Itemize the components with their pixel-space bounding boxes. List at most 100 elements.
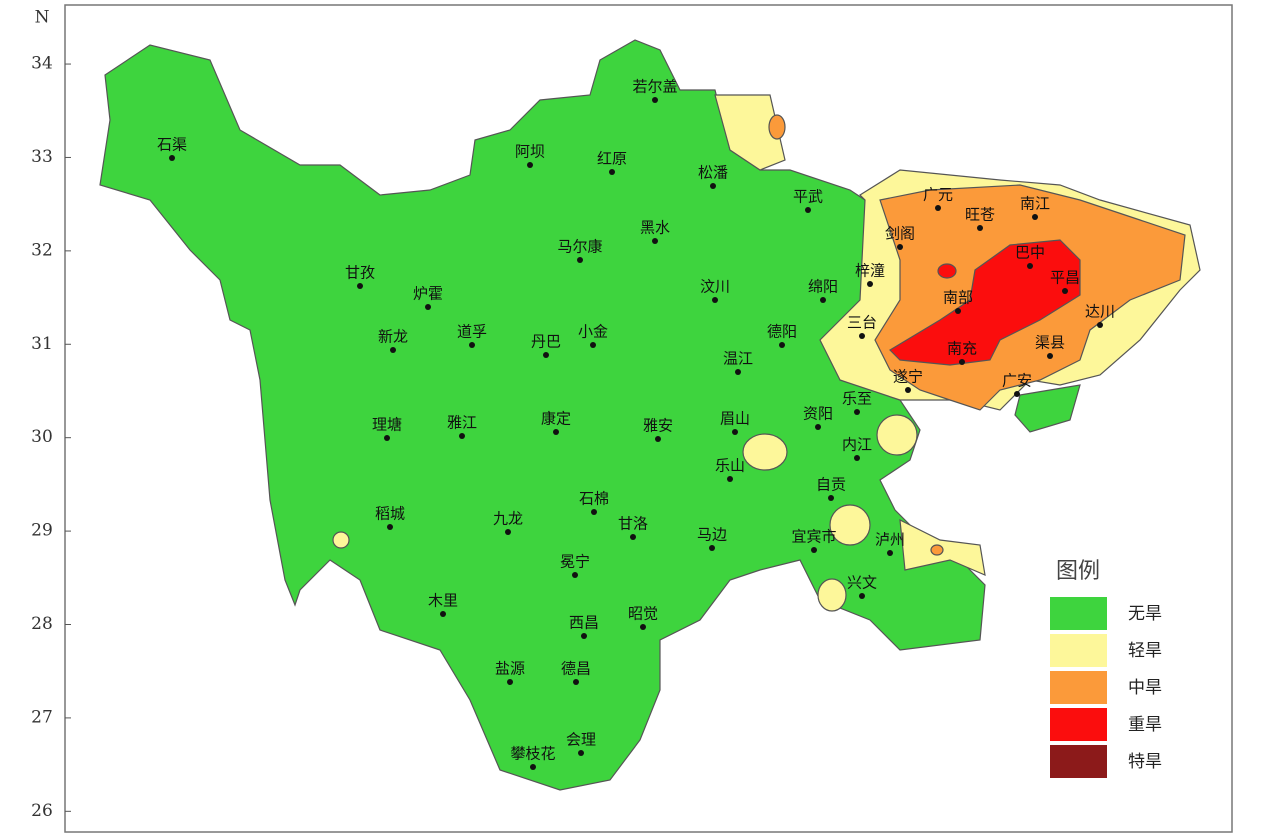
- regions: [99, 39, 1201, 791]
- city-dot: [384, 435, 390, 441]
- city-label: 盐源: [495, 660, 525, 678]
- city-label: 阿坝: [515, 143, 545, 161]
- map-frame: [64, 4, 1233, 833]
- city-dot: [527, 162, 533, 168]
- city-label: 泸州: [875, 531, 905, 549]
- city-dot: [652, 238, 658, 244]
- y-tick-label: 29: [31, 521, 53, 541]
- city-dot: [854, 409, 860, 415]
- region: [768, 114, 786, 140]
- city-dot: [640, 624, 646, 630]
- city-label: 攀枝花: [510, 745, 555, 763]
- city-dot: [710, 183, 716, 189]
- city-dot: [1032, 214, 1038, 220]
- city-label: 九龙: [493, 510, 523, 528]
- city-label: 眉山: [720, 410, 750, 428]
- city-dot: [572, 572, 578, 578]
- legend-label: 重旱: [1128, 715, 1162, 735]
- city-label: 内江: [842, 436, 872, 454]
- city-label: 自贡: [816, 476, 846, 494]
- city-label: 乐山: [715, 457, 745, 475]
- region: [937, 263, 957, 279]
- city-dot: [425, 304, 431, 310]
- city-dot: [732, 429, 738, 435]
- city-dot: [655, 436, 661, 442]
- city-dot: [553, 429, 559, 435]
- y-tick-label: 33: [31, 147, 53, 167]
- city-label: 甘洛: [618, 515, 648, 533]
- city-dot: [805, 207, 811, 213]
- city-dot: [727, 476, 733, 482]
- city-dot: [507, 679, 513, 685]
- y-tick-label: 34: [31, 54, 53, 74]
- legend-label: 无旱: [1128, 604, 1162, 624]
- city-label: 南江: [1020, 195, 1050, 213]
- city-label: 广元: [923, 186, 953, 204]
- city-label: 平武: [793, 188, 823, 206]
- city-dot: [652, 97, 658, 103]
- city-dot: [811, 547, 817, 553]
- region: [930, 544, 944, 556]
- city-label: 丹巴: [531, 333, 561, 351]
- city-label: 绵阳: [808, 278, 838, 296]
- city-dot: [630, 534, 636, 540]
- legend-label: 中旱: [1128, 678, 1162, 698]
- y-tick-label: 31: [31, 334, 53, 354]
- legend-title: 图例: [1056, 559, 1100, 584]
- city-label: 德昌: [561, 660, 591, 678]
- city-label: 理塘: [372, 416, 402, 434]
- city-dot: [1027, 263, 1033, 269]
- region: [876, 414, 918, 456]
- region: [99, 39, 986, 791]
- city-label: 昭觉: [628, 605, 658, 623]
- y-tick-label: 28: [31, 614, 53, 634]
- city-label: 石渠: [157, 136, 187, 154]
- city-dot: [469, 342, 475, 348]
- city-label: 冕宁: [560, 553, 590, 571]
- region: [829, 504, 871, 546]
- city-label: 三台: [847, 314, 877, 332]
- city-label: 乐至: [842, 390, 872, 408]
- city-label: 平昌: [1050, 269, 1080, 287]
- y-tick-label: 30: [31, 427, 53, 447]
- city-dot: [959, 359, 965, 365]
- city-dot: [977, 225, 983, 231]
- city-dot: [859, 593, 865, 599]
- city-dot: [709, 545, 715, 551]
- city-dot: [609, 169, 615, 175]
- city-dot: [820, 297, 826, 303]
- city-dot: [357, 283, 363, 289]
- city-label: 渠县: [1035, 334, 1065, 352]
- city-dot: [887, 550, 893, 556]
- city-dot: [1014, 391, 1020, 397]
- city-dot: [815, 424, 821, 430]
- city-dot: [1062, 288, 1068, 294]
- city-dot: [712, 297, 718, 303]
- city-label: 会理: [566, 731, 596, 749]
- city-dot: [735, 369, 741, 375]
- legend-label: 特旱: [1128, 752, 1162, 772]
- city-dot: [169, 155, 175, 161]
- region: [817, 578, 847, 612]
- city-dot: [590, 342, 596, 348]
- city-label: 道孚: [457, 323, 487, 341]
- city-label: 遂宁: [893, 368, 923, 386]
- city-label: 甘孜: [345, 264, 375, 282]
- city-label: 德阳: [767, 323, 797, 341]
- city-dot: [935, 205, 941, 211]
- region: [889, 239, 1081, 366]
- city-label: 雅安: [643, 417, 673, 435]
- city-label: 兴文: [847, 574, 877, 592]
- city-dot: [859, 333, 865, 339]
- city-label: 石棉: [579, 490, 609, 508]
- city-dot: [1097, 322, 1103, 328]
- city-dot: [390, 347, 396, 353]
- city-dot: [459, 433, 465, 439]
- city-label: 巴中: [1015, 244, 1045, 262]
- city-dot: [867, 281, 873, 287]
- city-dot: [828, 495, 834, 501]
- city-label: 黑水: [640, 219, 670, 237]
- city-label: 汶川: [700, 278, 730, 296]
- city-label: 稻城: [375, 505, 405, 523]
- city-dot: [581, 633, 587, 639]
